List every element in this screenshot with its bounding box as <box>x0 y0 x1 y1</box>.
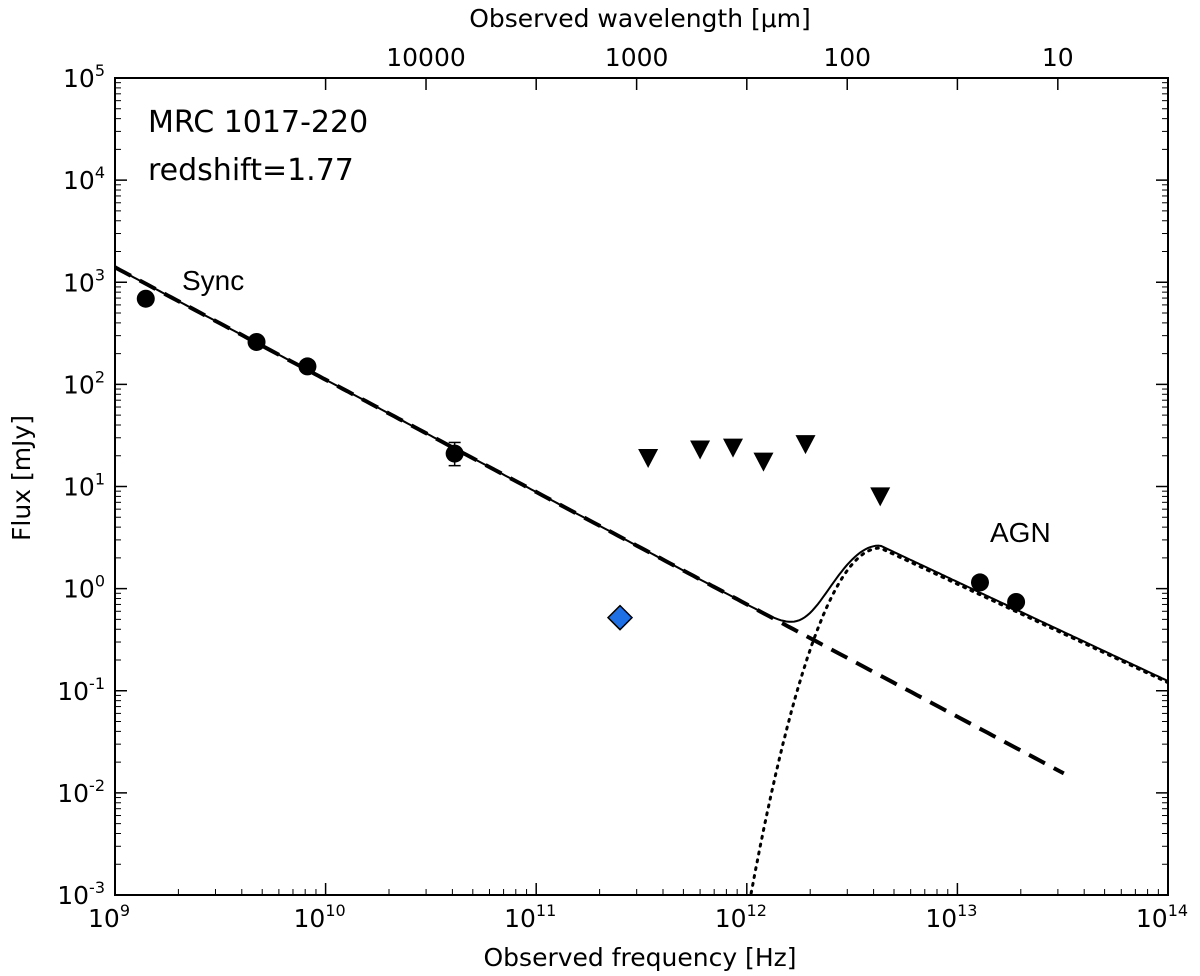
total-model-curve <box>115 266 1168 682</box>
x-tick-label: 109 <box>88 901 130 933</box>
redshift-annotation: redshift=1.77 <box>148 153 354 188</box>
top-tick-label: 1000 <box>605 43 669 72</box>
source-name-annotation: MRC 1017-220 <box>148 105 368 140</box>
detection-point <box>247 332 266 351</box>
upper-limit-marker <box>690 440 711 460</box>
y-tick-label: 104 <box>63 163 105 195</box>
upper-limit-marker <box>795 435 816 455</box>
agn-label: AGN <box>990 517 1051 548</box>
y-tick-label: 100 <box>63 572 105 604</box>
x-tick-label: 1013 <box>925 901 977 933</box>
y-tick-label: 10-2 <box>57 776 105 808</box>
x-tick-label: 1010 <box>294 901 346 933</box>
y-tick-label: 10-3 <box>57 878 105 910</box>
model-curves <box>115 265 1168 895</box>
top-tick-label: 10 <box>1042 43 1074 72</box>
y-tick-label: 103 <box>63 265 105 297</box>
x-tick-label: 1011 <box>504 901 556 933</box>
upper-limit-marker <box>870 487 891 507</box>
top-axis-label: Observed wavelength [μm] <box>469 4 811 33</box>
top-tick-label: 100 <box>823 43 871 72</box>
detection-point <box>1007 592 1026 611</box>
axis-labels: 109 1010 1011 1012 1013 1014 105 104 103 102 101 10… <box>57 43 1188 933</box>
x-tick-label: 1012 <box>715 901 767 933</box>
x-tick-label: 1014 <box>1136 901 1188 933</box>
y-tick-label: 102 <box>63 367 105 399</box>
agn-model-curve <box>749 546 1168 895</box>
y-tick-label: 105 <box>63 61 105 93</box>
special-point <box>606 604 634 631</box>
x-axis-label: Observed frequency [Hz] <box>484 943 797 972</box>
detection-point <box>970 573 989 592</box>
detection-point <box>445 444 464 463</box>
detection-point <box>136 289 155 308</box>
upper-limit-marker <box>723 438 744 458</box>
top-tick-label: 10000 <box>386 43 466 72</box>
upper-limit-marker <box>753 452 774 472</box>
y-tick-label: 101 <box>63 470 105 502</box>
detection-point <box>298 357 317 376</box>
sync-label: Sync <box>182 265 244 296</box>
data-points <box>136 289 1026 631</box>
upper-limit-marker <box>638 449 659 469</box>
plot-frame <box>114 77 1169 896</box>
y-tick-label: 10-1 <box>57 674 105 706</box>
y-axis-label: Flux [mJy] <box>7 415 36 541</box>
axis-ticks <box>114 77 1169 896</box>
